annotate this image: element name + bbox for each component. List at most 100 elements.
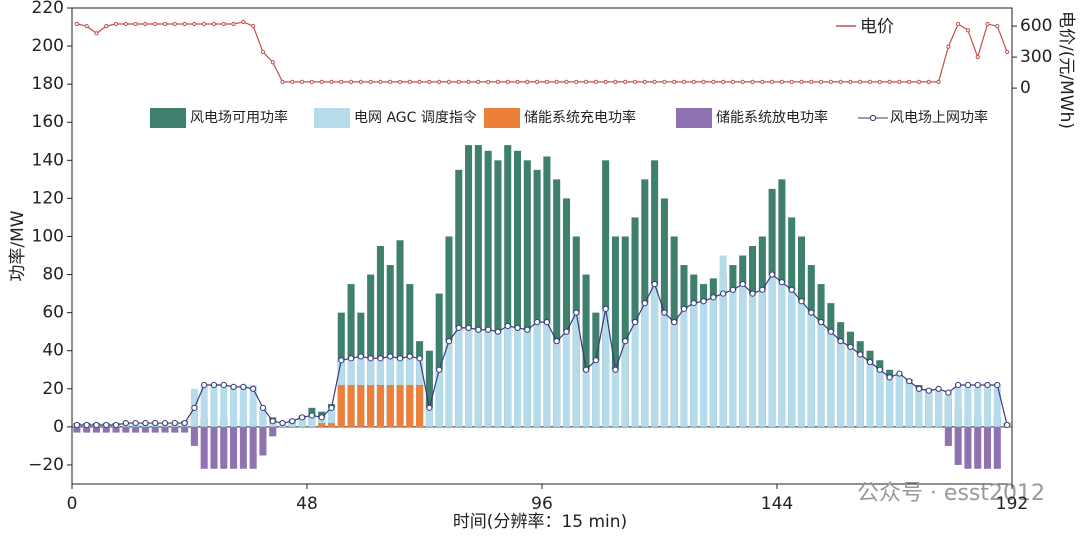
point — [476, 79, 481, 85]
point — [573, 309, 580, 316]
bar — [856, 354, 864, 427]
point — [925, 387, 932, 394]
point — [465, 324, 472, 331]
point — [250, 385, 257, 392]
bar — [92, 426, 101, 433]
legend-swatch — [869, 114, 877, 122]
bar — [151, 426, 159, 433]
point — [818, 79, 824, 85]
point — [876, 366, 883, 373]
y-tick-label: 0 — [53, 417, 64, 437]
point — [93, 421, 100, 429]
point — [965, 28, 971, 33]
legend-label: 电价 — [860, 17, 894, 37]
point — [729, 286, 737, 293]
bar — [680, 308, 688, 427]
point — [387, 353, 394, 360]
bar — [132, 426, 140, 433]
bar — [367, 274, 375, 427]
bar — [318, 417, 326, 427]
bar — [582, 274, 590, 427]
bar — [230, 426, 238, 469]
bar — [748, 293, 757, 427]
legend-label: 风电场上网功率 — [890, 109, 988, 126]
point — [886, 374, 893, 381]
legend-swatch — [150, 108, 186, 128]
point — [916, 79, 922, 85]
point — [574, 79, 579, 85]
bar — [73, 426, 81, 433]
point — [329, 79, 334, 85]
bar — [964, 426, 972, 469]
point — [955, 381, 962, 389]
point — [84, 23, 89, 29]
bar — [778, 282, 786, 427]
bar — [210, 426, 218, 469]
bar — [513, 150, 522, 427]
point — [641, 300, 648, 307]
point — [935, 385, 942, 392]
bar — [915, 388, 923, 427]
y-tick-label: −20 — [28, 455, 64, 475]
point — [662, 79, 667, 85]
point — [406, 353, 413, 360]
bar — [807, 312, 815, 427]
bar — [376, 384, 384, 427]
bar — [758, 289, 766, 427]
point — [230, 383, 237, 390]
point — [866, 359, 874, 366]
point — [505, 79, 510, 85]
point — [544, 79, 549, 85]
point — [436, 366, 443, 373]
point — [739, 280, 746, 288]
point — [143, 21, 148, 27]
bar — [670, 322, 678, 427]
bar — [690, 303, 698, 427]
point — [1005, 49, 1010, 55]
bar — [435, 369, 443, 427]
point — [290, 79, 295, 85]
bar — [455, 327, 463, 427]
bar — [523, 329, 531, 427]
point — [730, 79, 736, 85]
point — [348, 79, 354, 85]
point — [671, 319, 678, 326]
bar — [210, 384, 218, 427]
point — [378, 79, 383, 85]
bar — [533, 169, 541, 427]
bar — [739, 284, 747, 427]
bar — [298, 417, 306, 427]
point — [270, 60, 275, 65]
point — [582, 366, 590, 373]
point — [809, 79, 814, 85]
bar — [974, 426, 982, 469]
x-tick-label: 192 — [996, 494, 1028, 514]
point — [161, 419, 169, 427]
bar — [425, 407, 433, 427]
point — [563, 328, 570, 335]
bar — [925, 390, 933, 427]
bar — [709, 297, 717, 427]
point — [466, 79, 471, 85]
bar — [866, 362, 874, 427]
bar — [347, 384, 355, 427]
point — [848, 79, 853, 85]
point — [339, 79, 344, 85]
point — [104, 23, 109, 29]
point — [769, 271, 776, 278]
point — [172, 21, 177, 27]
point — [202, 21, 207, 27]
point — [475, 326, 482, 333]
point — [318, 414, 325, 421]
bar — [660, 312, 668, 427]
bar — [455, 169, 463, 427]
bar — [112, 426, 120, 433]
bar — [719, 255, 727, 427]
point — [241, 19, 246, 25]
point — [710, 294, 717, 301]
bar — [200, 426, 208, 469]
legend-swatch — [676, 108, 712, 128]
legend-label: 储能系统放电功率 — [716, 109, 828, 126]
point — [720, 290, 727, 297]
bar — [308, 415, 316, 427]
